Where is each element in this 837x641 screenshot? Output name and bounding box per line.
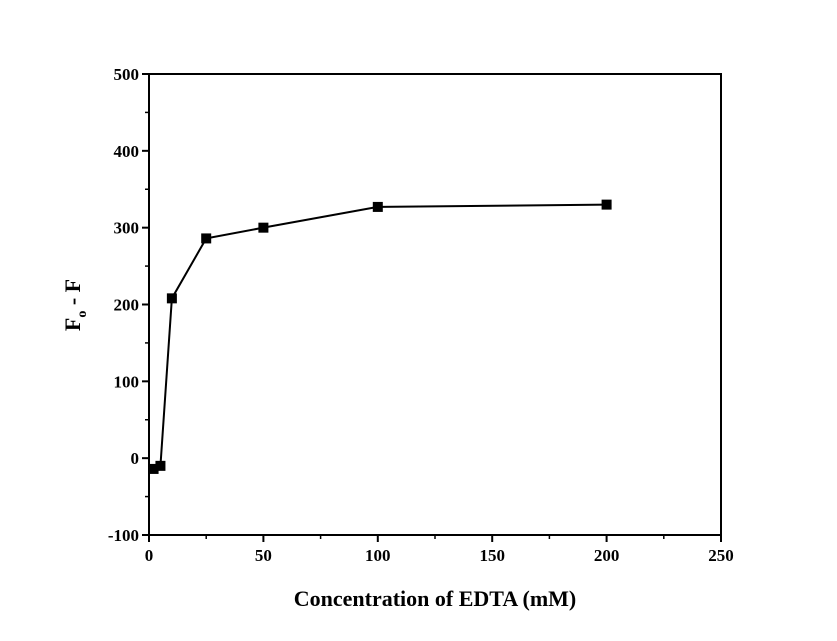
y-tick-label: 100 <box>114 372 140 391</box>
data-point <box>372 201 383 212</box>
y-tick-label: 200 <box>114 296 140 315</box>
x-tick-label: 50 <box>255 546 272 565</box>
y-tick-label: 0 <box>131 449 140 468</box>
y-tick-label: 400 <box>114 142 140 161</box>
data-point <box>166 293 177 304</box>
y-tick-label: 500 <box>114 65 140 84</box>
series-line <box>153 203 607 470</box>
data-point <box>601 199 612 210</box>
data-point <box>201 233 212 244</box>
x-tick-label: 0 <box>145 546 154 565</box>
data-point <box>148 463 159 474</box>
y-tick-label: 300 <box>114 219 140 238</box>
x-tick-label: 100 <box>365 546 391 565</box>
x-tick-label: 200 <box>594 546 620 565</box>
x-axis-label: Concentration of EDTA (mM) <box>294 586 577 611</box>
y-axis-label: Fo - F <box>60 279 90 331</box>
x-tick-label: 250 <box>708 546 734 565</box>
plot-frame <box>148 73 722 536</box>
data-point <box>155 460 166 471</box>
data-point <box>258 222 269 233</box>
y-tick-label: -100 <box>108 526 139 545</box>
x-tick-label: 150 <box>479 546 505 565</box>
